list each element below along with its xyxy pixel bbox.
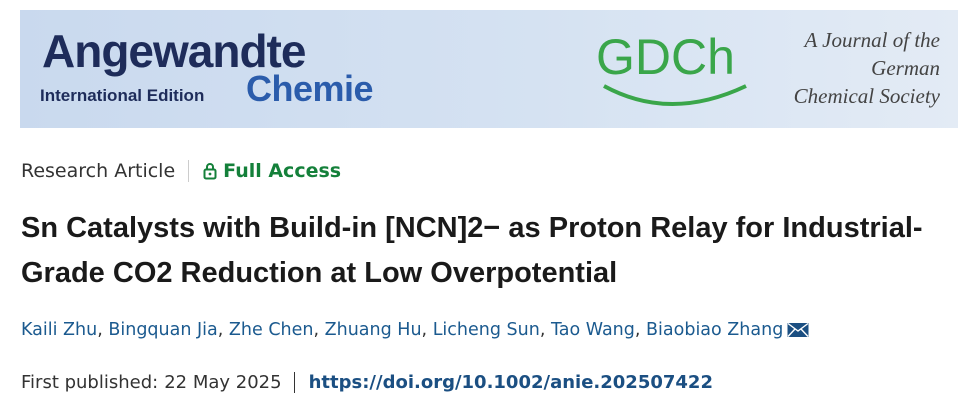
author-link[interactable]: Zhe Chen	[229, 320, 325, 340]
journal-banner[interactable]: Angewandte International Edition Chemie …	[20, 10, 958, 128]
author-link[interactable]: Zhuang Hu	[325, 320, 433, 340]
article-title: Sn Catalysts with Build-in [NCN]2− as Pr…	[21, 212, 923, 289]
article-meta: Research Article Full Access	[21, 160, 341, 182]
society-line: Chemical Society	[793, 84, 940, 108]
lock-icon	[203, 163, 217, 180]
journal-name: Angewandte	[42, 25, 306, 77]
published-date: 22 May 2025	[164, 372, 295, 393]
published-label: First published:	[21, 372, 159, 393]
author-link[interactable]: Tao Wang	[551, 320, 646, 340]
author-list: Kaili ZhuBingquan JiaZhe ChenZhuang HuLi…	[21, 320, 809, 340]
author-link[interactable]: Kaili Zhu	[21, 320, 108, 340]
author-link[interactable]: Licheng Sun	[433, 320, 551, 340]
society-line: German	[871, 56, 940, 80]
publication-info: First published: 22 May 2025 https://doi…	[21, 372, 713, 393]
email-icon[interactable]	[787, 322, 809, 338]
access-label: Full Access	[223, 160, 342, 182]
journal-subtitle: Chemie	[246, 68, 374, 109]
author-link[interactable]: Bingquan Jia	[108, 320, 229, 340]
society-logo: GDCh	[596, 29, 735, 85]
doi-link[interactable]: https://doi.org/10.1002/anie.202507422	[308, 372, 713, 393]
author-link[interactable]: Biaobiao Zhang	[646, 320, 784, 340]
society-line: A Journal of the	[804, 28, 940, 52]
society-name: A Journal of the German Chemical Society	[794, 26, 940, 110]
article-type: Research Article	[21, 160, 190, 182]
journal-edition: International Edition	[40, 86, 205, 105]
logo-arc	[603, 84, 747, 106]
